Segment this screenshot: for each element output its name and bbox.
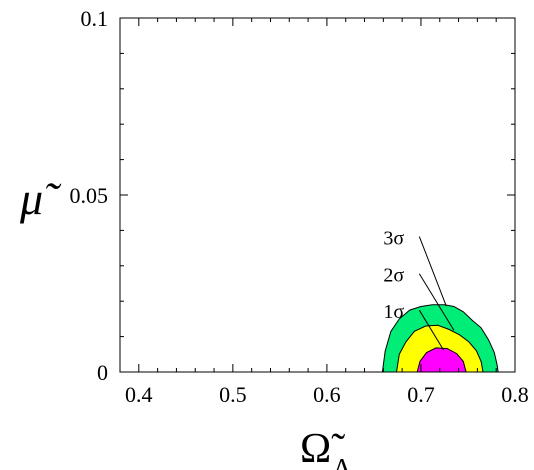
contour-label-2: 2σ — [383, 265, 404, 287]
x-tick-label: 0.8 — [501, 382, 529, 407]
x-tick-label: 0.5 — [219, 382, 247, 407]
contour-3 — [416, 347, 467, 373]
annotations-layer: 3σ 2σ 1σ — [383, 228, 455, 351]
tick-labels: 0.4 0.5 0.6 0.7 0.8 0 0.05 0.1 — [70, 6, 529, 407]
contours-layer — [381, 304, 499, 373]
leader-line-1 — [418, 236, 447, 307]
y-tick-label: 0.1 — [81, 6, 109, 31]
x-axis-label-subscript: Λ — [332, 454, 353, 470]
y-axis-label: μ̃ — [19, 173, 62, 224]
ticks-layer — [120, 17, 516, 373]
leader-line-2 — [418, 273, 455, 331]
x-tick-label: 0.6 — [313, 382, 341, 407]
contour-label-3: 1σ — [383, 301, 404, 323]
x-axis-label: Ω̃ Λ — [300, 426, 353, 470]
y-tick-label: 0 — [97, 360, 108, 385]
x-tick-label: 0.7 — [407, 382, 435, 407]
x-tick-label: 0.4 — [125, 382, 153, 407]
y-tick-label: 0.05 — [70, 183, 109, 208]
contour-label-1: 3σ — [383, 228, 404, 250]
leader-line-3 — [418, 309, 444, 351]
